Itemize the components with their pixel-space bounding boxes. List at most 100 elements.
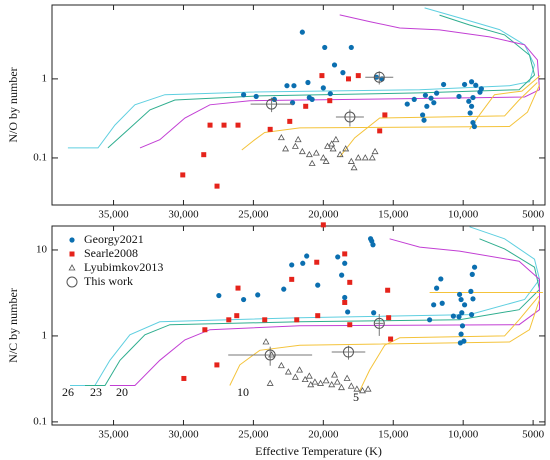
point: [299, 29, 305, 35]
point: [470, 296, 476, 302]
point: [320, 222, 326, 228]
point: [235, 122, 241, 128]
point: [266, 98, 278, 110]
legend-label: Searle2008: [84, 246, 138, 260]
x-tick-label: 20,000: [308, 429, 339, 441]
point: [291, 373, 299, 380]
point: [421, 117, 427, 123]
point: [327, 91, 333, 97]
track-line: [107, 14, 536, 149]
track-line: [109, 238, 540, 386]
point: [434, 90, 440, 96]
point: [305, 150, 313, 158]
point: [377, 128, 383, 134]
annotation: 23: [90, 385, 102, 399]
point: [277, 361, 285, 369]
point: [336, 150, 344, 158]
point: [345, 309, 351, 315]
annotation: 10: [237, 385, 249, 399]
point: [298, 147, 306, 155]
track-line: [339, 82, 538, 158]
point: [404, 101, 410, 107]
track-line: [139, 14, 541, 149]
point: [296, 366, 304, 373]
y-tick-label: 0.1: [33, 151, 47, 163]
point: [354, 154, 362, 161]
x-tick-label: 5000: [522, 209, 545, 221]
y-tick-label: 10: [36, 243, 48, 255]
x-tick-label: 15,000: [378, 429, 409, 441]
x-tick-label: 25,000: [238, 429, 269, 441]
point: [315, 313, 321, 319]
point: [422, 92, 429, 98]
point: [322, 44, 328, 51]
point: [262, 338, 270, 345]
track-line: [469, 75, 541, 130]
track-line: [359, 295, 540, 392]
legend-label: Lyubimkov2013: [84, 260, 163, 274]
point: [322, 377, 330, 384]
point: [267, 126, 273, 132]
point: [382, 112, 388, 118]
point: [309, 96, 315, 103]
point: [202, 327, 208, 333]
point: [420, 112, 426, 118]
point: [264, 349, 276, 361]
point: [385, 287, 391, 293]
point: [457, 340, 463, 346]
point: [468, 312, 475, 318]
legend-marker: [69, 237, 75, 243]
y-tick-label: 1: [42, 72, 48, 84]
point: [456, 314, 462, 320]
y-axis-label: N/C by number: [6, 288, 20, 363]
point: [477, 89, 483, 95]
y-tick-label: 0.1: [33, 415, 47, 427]
x-tick-label: 10,000: [448, 209, 479, 221]
point: [456, 291, 463, 298]
point: [343, 374, 351, 381]
point: [470, 94, 476, 101]
point: [467, 110, 473, 116]
point: [428, 95, 434, 101]
point: [226, 317, 232, 323]
legend-marker: [66, 276, 78, 288]
point: [469, 271, 475, 277]
point: [427, 317, 433, 323]
point: [342, 145, 350, 152]
point: [450, 313, 456, 319]
point: [277, 133, 285, 141]
point: [207, 122, 213, 128]
point: [329, 145, 337, 152]
point: [201, 152, 207, 158]
point: [424, 103, 430, 109]
point: [386, 315, 392, 321]
point: [289, 262, 295, 268]
point: [473, 82, 479, 88]
point: [361, 154, 369, 161]
point: [332, 135, 340, 143]
point: [342, 299, 348, 305]
point: [458, 331, 464, 337]
point: [312, 149, 320, 156]
point: [431, 100, 437, 106]
x-tick-label: 15,000: [378, 209, 409, 221]
point: [335, 254, 341, 260]
point: [311, 378, 319, 385]
point: [370, 242, 376, 248]
annotation: 5: [353, 390, 359, 404]
point: [241, 92, 247, 98]
point: [340, 70, 346, 76]
point: [281, 286, 287, 292]
point: [441, 81, 447, 88]
point: [303, 103, 309, 109]
point: [294, 317, 300, 323]
legend-label: Georgy2021: [84, 232, 144, 246]
point: [308, 159, 316, 166]
point: [331, 371, 338, 378]
x-tick-label: 35,000: [98, 209, 129, 221]
annotation: 20: [116, 385, 128, 399]
point: [319, 154, 327, 161]
point: [235, 285, 241, 291]
